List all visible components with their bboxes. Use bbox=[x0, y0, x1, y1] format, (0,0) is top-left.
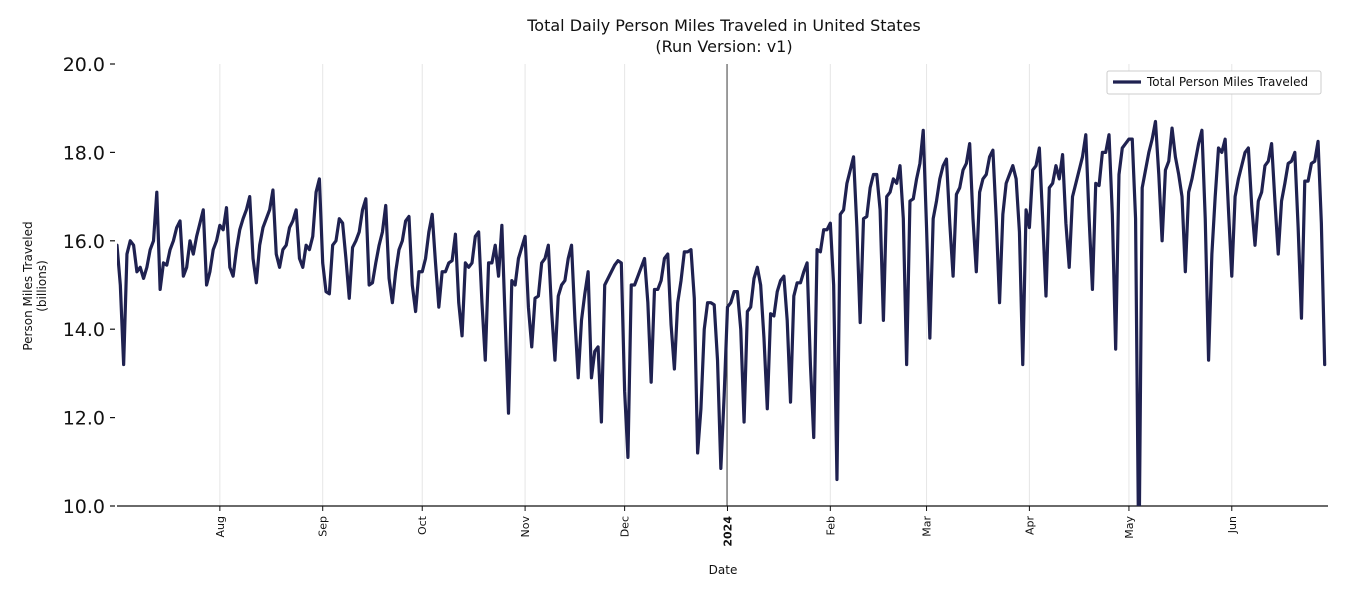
y-axis-label: Person Miles Traveled bbox=[21, 221, 35, 350]
y-tick-label: 20.0 bbox=[63, 54, 105, 76]
x-axis: Aug Sep Oct Nov Dec 2024 Feb Mar Apr May Jun bbox=[214, 506, 1239, 547]
x-tick-label: Jun bbox=[1226, 516, 1239, 534]
x-tick-label: Nov bbox=[519, 516, 532, 538]
chart-subtitle: (Run Version: v1) bbox=[655, 37, 792, 56]
y-axis-unit: (billions) bbox=[35, 260, 49, 312]
x-tick-label: Aug bbox=[214, 516, 227, 537]
y-tick-label: 10.0 bbox=[63, 496, 105, 518]
x-tick-label: Feb bbox=[824, 516, 837, 535]
x-tick-label: 2024 bbox=[721, 516, 734, 547]
x-tick-label: Apr bbox=[1023, 516, 1036, 536]
x-axis-label: Date bbox=[709, 563, 738, 577]
legend: Total Person Miles Traveled bbox=[1106, 70, 1322, 95]
x-tick-label: Mar bbox=[921, 516, 934, 537]
y-axis: 10.0 12.0 14.0 16.0 18.0 20.0 bbox=[63, 54, 115, 518]
chart-title: Total Daily Person Miles Traveled in Uni… bbox=[526, 16, 921, 35]
y-tick-label: 18.0 bbox=[63, 142, 105, 164]
x-tick-label: Dec bbox=[619, 516, 632, 537]
y-tick-label: 12.0 bbox=[63, 408, 105, 430]
legend-label: Total Person Miles Traveled bbox=[1146, 75, 1308, 89]
y-tick-label: 16.0 bbox=[63, 231, 105, 253]
x-tick-label: Oct bbox=[416, 515, 429, 535]
legend-box bbox=[1106, 70, 1322, 95]
vertical-grid bbox=[219, 64, 1233, 506]
series-line-total-person-miles bbox=[117, 119, 1327, 506]
y-tick-label: 14.0 bbox=[63, 319, 105, 341]
x-tick-label: May bbox=[1123, 516, 1136, 539]
x-tick-label: Sep bbox=[317, 516, 330, 537]
